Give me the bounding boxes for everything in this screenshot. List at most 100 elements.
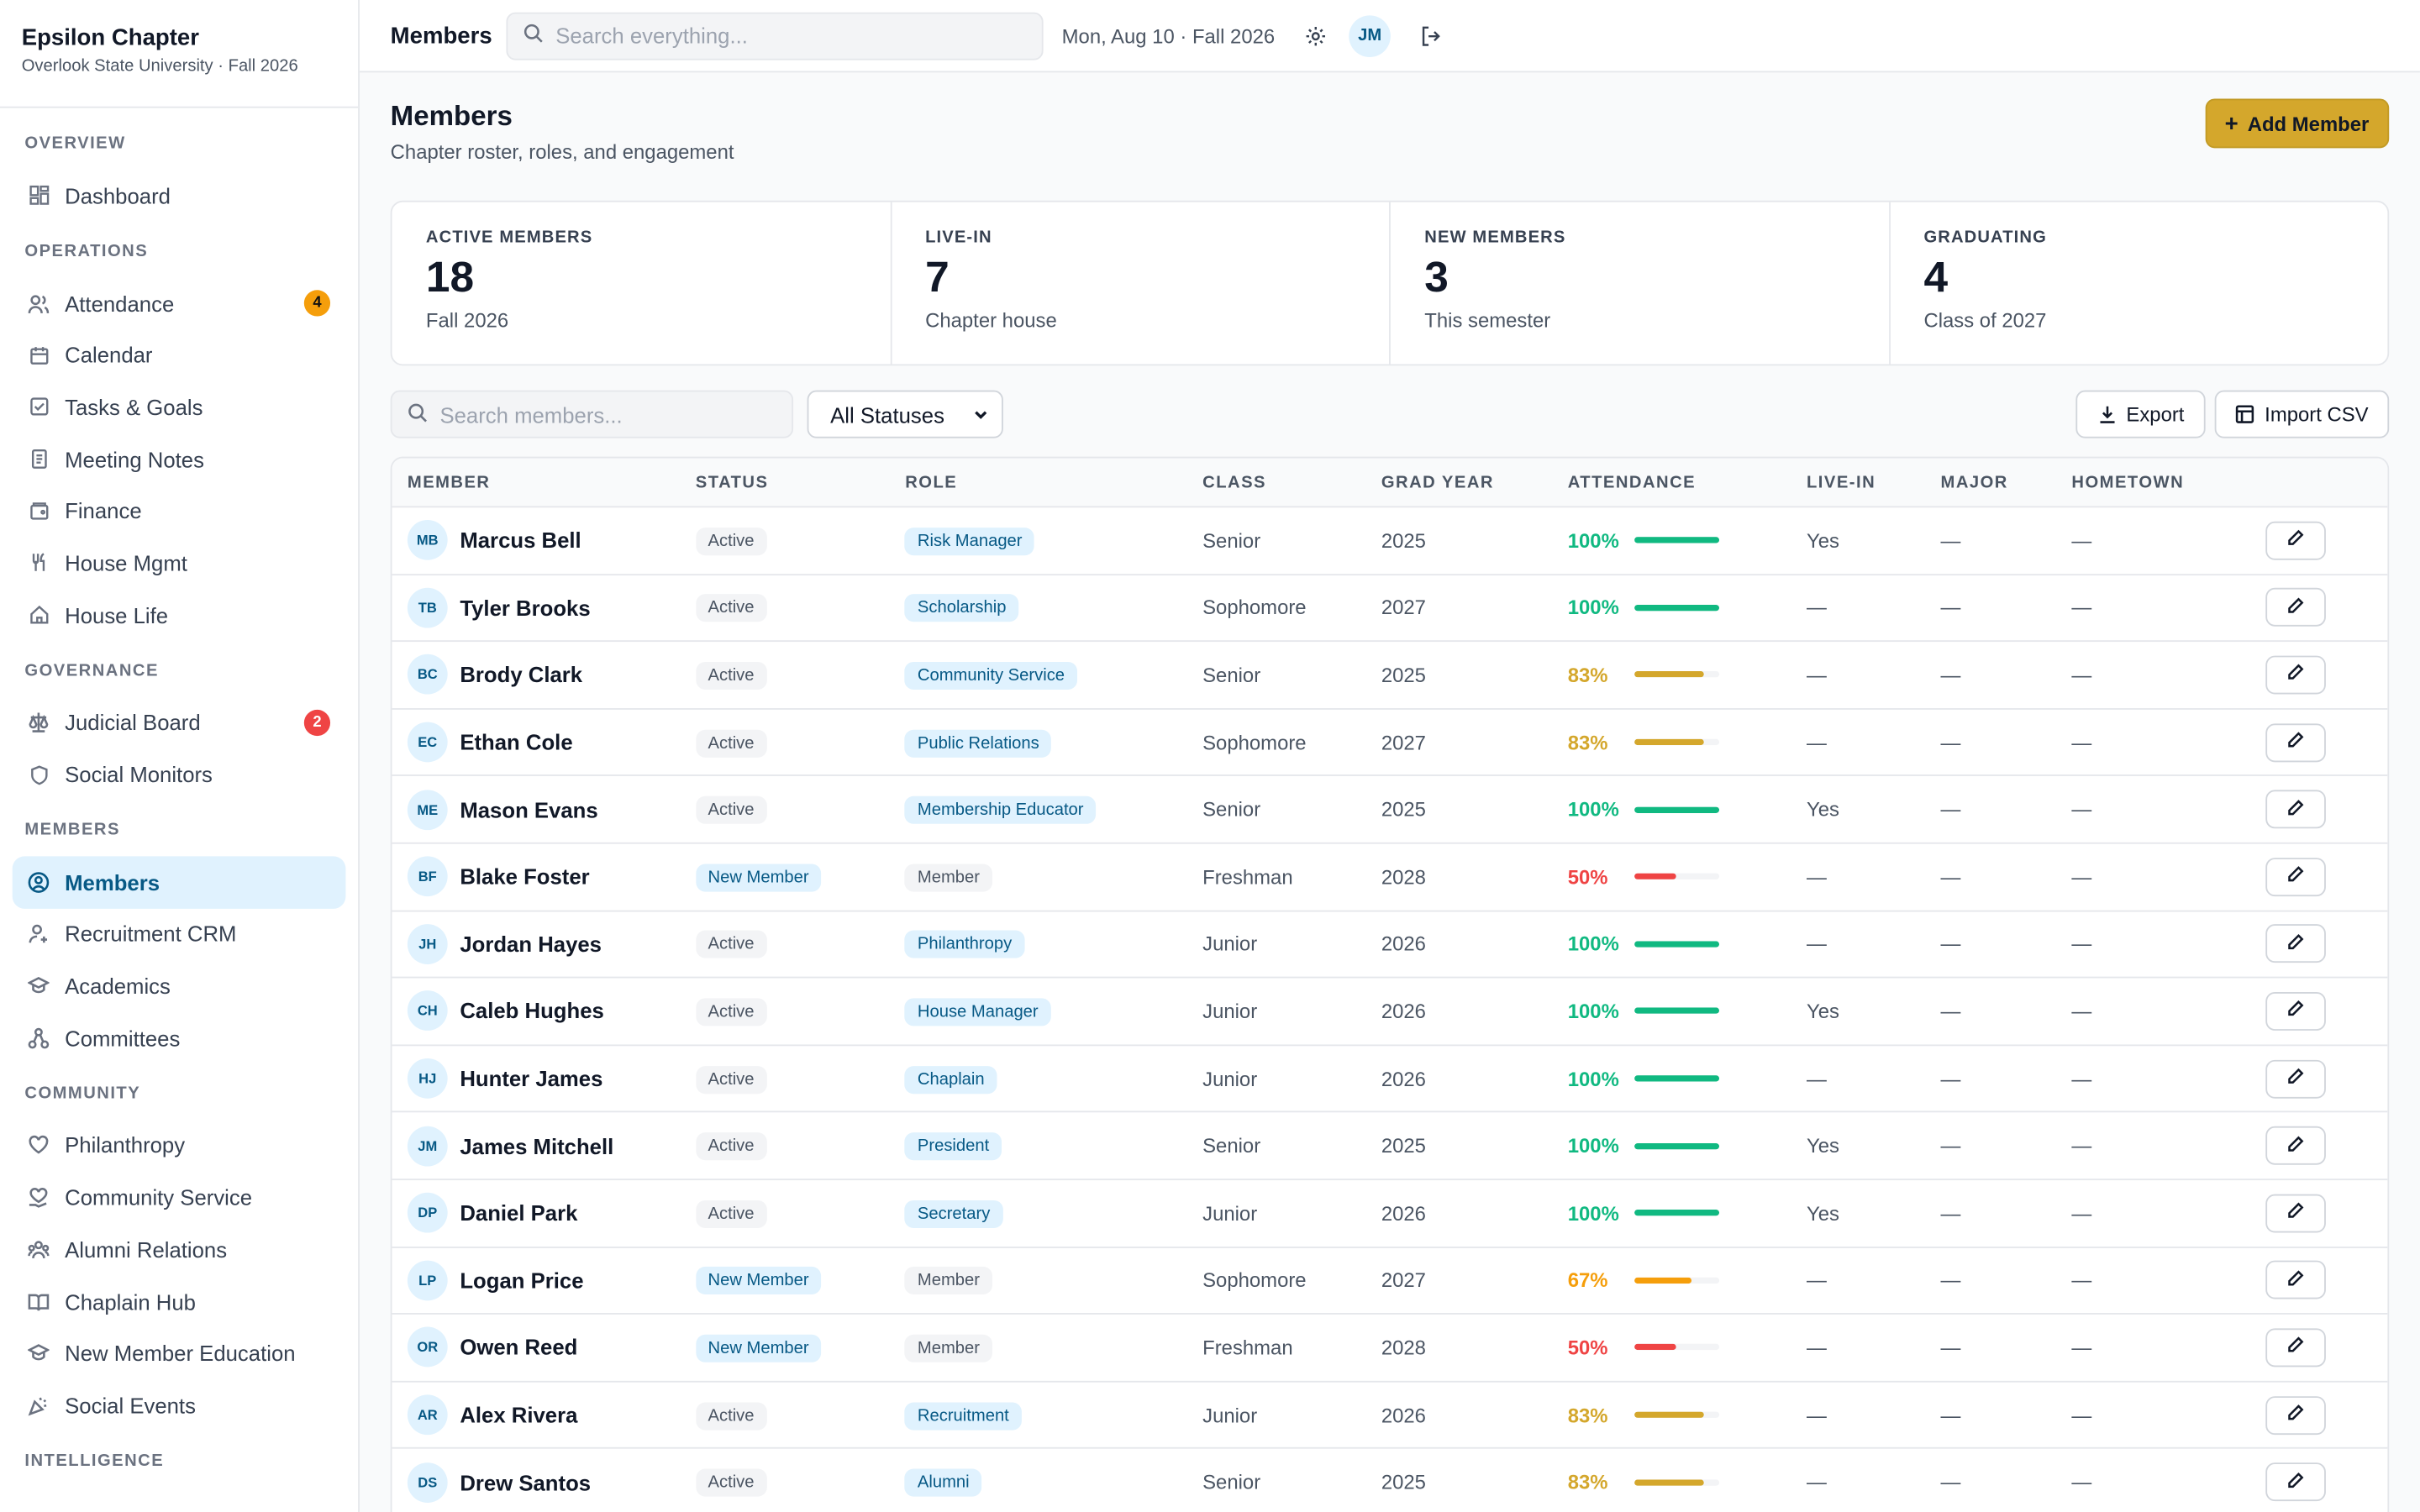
col-member[interactable]: MEMBER [407,472,491,491]
table-row[interactable]: JM James Mitchell Active President Senior 202… [392,1113,2388,1180]
table-row[interactable]: TB Tyler Brooks Active Scholarship Sophomore… [392,575,2388,643]
edit-member-button[interactable] [2265,924,2327,963]
edit-member-button[interactable] [2265,722,2327,762]
col-grad-year[interactable]: GRAD YEAR [1381,472,1494,491]
member-name[interactable]: Blake Foster [460,864,590,890]
sidebar-item-meeting-notes[interactable]: Meeting Notes [13,433,346,486]
col-role[interactable]: ROLE [905,472,958,491]
sidebar-item-tasks[interactable]: Tasks & Goals [13,381,346,433]
table-row[interactable]: BF Blake Foster New Member Member Freshman 20… [392,844,2388,911]
sidebar-item-recruitment[interactable]: Recruitment CRM [13,908,346,960]
edit-member-button[interactable] [2265,1395,2327,1435]
table-row[interactable]: JH Jordan Hayes Active Philanthropy Junior 20… [392,911,2388,979]
table-row[interactable]: DP Daniel Park Active Secretary Junior 2026 10… [392,1180,2388,1248]
member-search-input[interactable]: Search members... [390,390,794,438]
table-row[interactable]: DS Drew Santos Active Alumni Senior 2025 83% — —… [392,1449,2388,1512]
import-csv-button[interactable]: Import CSV [2214,390,2390,438]
col-attendance[interactable]: ATTENDANCE [1567,472,1697,491]
role-cell: Member [905,1333,1202,1362]
stat-sub: Chapter house [925,308,1057,332]
table-row[interactable]: BC Brody Clark Active Community Service Seni… [392,642,2388,710]
edit-member-button[interactable] [2265,521,2327,560]
sidebar-item-dashboard[interactable]: Dashboard [13,170,346,222]
col-hometown[interactable]: HOMETOWN [2071,472,2185,491]
member-name[interactable]: Ethan Cole [460,729,573,755]
role-cell: Member [905,862,1202,892]
edit-member-button[interactable] [2265,1328,2327,1368]
attendance-percent: 83% [1567,1470,1608,1494]
sidebar-item-social-events[interactable]: Social Events [13,1379,346,1431]
member-name[interactable]: Alex Rivera [460,1402,578,1427]
sidebar-item-members[interactable]: Members [12,856,346,909]
status-filter-select[interactable]: All Statuses [807,390,1003,438]
member-name[interactable]: Tyler Brooks [460,595,591,621]
status-badge: Active [695,1468,767,1497]
edit-member-button[interactable] [2265,1058,2327,1098]
col-major[interactable]: MAJOR [1940,472,2008,491]
pencil-icon [2287,728,2304,756]
sidebar-item-calendar[interactable]: Calendar [13,329,346,381]
edit-member-button[interactable] [2265,1194,2327,1233]
table-row[interactable]: OR Owen Reed New Member Member Freshman 2028 5… [392,1315,2388,1383]
attendance-percent: 100% [1567,1201,1619,1225]
sidebar-item-academics[interactable]: Academics [13,960,346,1012]
table-row[interactable]: AR Alex Rivera Active Recruitment Junior 2026… [392,1382,2388,1450]
add-member-button[interactable]: + Add Member [2204,98,2390,149]
section-members: MEMBERS [24,820,120,839]
sidebar-item-philanthropy[interactable]: Philanthropy [13,1120,346,1172]
col-class[interactable]: CLASS [1202,472,1266,491]
member-name[interactable]: Brody Clark [460,662,583,688]
edit-member-button[interactable] [2265,790,2327,829]
sidebar-item-alumni[interactable]: Alumni Relations [13,1224,346,1276]
sidebar-item-new-member-education[interactable]: New Member Education [13,1327,346,1379]
global-search-input[interactable]: Search everything... [506,11,1044,60]
member-name[interactable]: Mason Evans [460,796,598,822]
member-name[interactable]: Daniel Park [460,1200,578,1226]
table-row[interactable]: LP Logan Price New Member Member Sophomore 20… [392,1247,2388,1315]
edit-member-button[interactable] [2265,655,2327,695]
document-icon [28,449,50,470]
sidebar-item-community-service[interactable]: Community Service [13,1172,346,1224]
sidebar-item-house-mgmt[interactable]: House Mgmt [13,537,346,589]
user-avatar[interactable]: JM [1349,14,1391,57]
edit-member-button[interactable] [2265,1261,2327,1300]
table-row[interactable]: CH Caleb Hughes Active House Manager Junior 2… [392,979,2388,1046]
export-button[interactable]: Export [2075,390,2206,438]
col-live-in[interactable]: LIVE-IN [1807,472,1876,491]
sidebar-item-attendance[interactable]: Attendance 4 [13,277,346,329]
status-cell: Active [695,929,905,959]
member-name[interactable]: Marcus Bell [460,528,581,554]
pencil-icon [2287,1334,2304,1362]
logout-icon[interactable] [1413,17,1449,54]
col-status[interactable]: STATUS [695,472,769,491]
sidebar-item-finance[interactable]: Finance [13,486,346,538]
chapter-subtitle: Overlook State University · Fall 2026 [21,56,298,76]
table-row[interactable]: HJ Hunter James Active Chaplain Junior 2026 10… [392,1046,2388,1113]
member-name[interactable]: Hunter James [460,1066,603,1091]
settings-gear-icon[interactable] [1297,17,1334,54]
edit-member-button[interactable] [2265,857,2327,896]
sidebar-item-judicial-board[interactable]: Judicial Board 2 [13,696,346,748]
sidebar-item-house-life[interactable]: House Life [13,589,346,641]
table-toolbar: Search members... All Statuses Export Im… [390,390,2390,440]
edit-member-button[interactable] [2265,1462,2327,1502]
table-row[interactable]: MB Marcus Bell Active Risk Manager Senior 202… [392,507,2388,575]
edit-member-button[interactable] [2265,991,2327,1031]
sidebar-item-chaplain[interactable]: Chaplain Hub [13,1275,346,1327]
member-name[interactable]: Caleb Hughes [460,999,604,1024]
member-name[interactable]: Logan Price [460,1268,584,1293]
attendance-bar [1634,941,1719,948]
role-badge: Alumni [905,1468,982,1497]
sidebar-item-label: Finance [65,498,142,524]
member-name[interactable]: James Mitchell [460,1133,614,1158]
sidebar-item-label: Members [65,869,160,895]
edit-member-button[interactable] [2265,588,2327,627]
sidebar-item-social-monitors[interactable]: Social Monitors [13,748,346,801]
member-name[interactable]: Owen Reed [460,1335,578,1360]
table-row[interactable]: ME Mason Evans Active Membership Educator Se… [392,777,2388,844]
sidebar-item-committees[interactable]: Committees [13,1012,346,1064]
table-row[interactable]: EC Ethan Cole Active Public Relations Sophom… [392,709,2388,777]
edit-member-button[interactable] [2265,1126,2327,1165]
member-name[interactable]: Drew Santos [460,1469,592,1495]
member-name[interactable]: Jordan Hayes [460,932,602,957]
